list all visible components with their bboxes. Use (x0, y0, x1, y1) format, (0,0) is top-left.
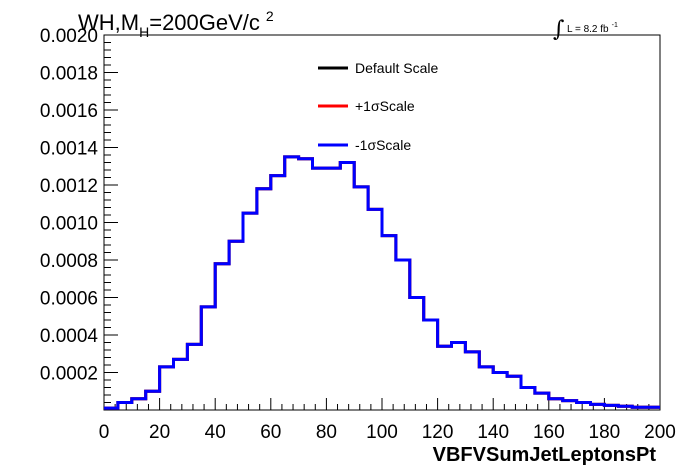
chart-title: WH,MH=200GeV/c 2 (78, 8, 274, 40)
y-tick-label: 0.0014 (40, 139, 99, 160)
legend: Default Scale +1σScale -1σScale (318, 60, 438, 153)
y-tick-label: 0.0002 (40, 364, 98, 385)
y-tick-label: 0.0006 (40, 289, 98, 310)
x-tick-label: 200 (644, 422, 676, 443)
x-axis-label: VBFVSumJetLeptonsPt (433, 444, 657, 466)
x-tick-label: 40 (205, 422, 226, 443)
y-tick-label: 0.0008 (40, 251, 98, 272)
x-tick-label: 80 (316, 422, 337, 443)
y-tick-label: 0.0004 (40, 326, 99, 347)
axis-ticks (103, 34, 661, 411)
x-tick-label: 140 (477, 422, 509, 443)
y-tick-label: 0.0020 (40, 26, 98, 47)
x-tick-label: 160 (533, 422, 565, 443)
series-line (104, 155, 660, 410)
integral-symbol: ∫ (553, 17, 565, 42)
series-line (104, 155, 660, 410)
legend-label: -1σScale (355, 137, 411, 153)
luminosity-text: L = 8.2 fb (567, 24, 609, 35)
y-tick-label: 0.0016 (40, 101, 98, 122)
series-line (104, 155, 660, 410)
x-tick-label: 100 (366, 422, 398, 443)
luminosity-superscript: -1 (612, 22, 618, 29)
legend-label: +1σScale (355, 98, 415, 114)
chart-title-main: WH,M (78, 10, 139, 35)
luminosity-label: L = 8.2 fb -1 (567, 22, 618, 35)
chart-title-subscript: H (139, 24, 149, 40)
histogram-series (104, 155, 660, 410)
x-tick-label: 0 (99, 422, 110, 443)
chart-title-superscript: 2 (266, 8, 274, 24)
x-tick-label: 20 (149, 422, 170, 443)
x-tick-labels: 0 20 40 60 80 100 120 140 160 180 200 (99, 422, 676, 443)
x-tick-label: 120 (422, 422, 454, 443)
y-tick-label: 0.0018 (40, 64, 98, 85)
y-tick-labels: 0.0002 0.0004 0.0006 0.0008 0.0010 0.0012 0.00… (40, 26, 99, 385)
x-tick-label: 180 (589, 422, 621, 443)
y-tick-label: 0.0010 (40, 214, 98, 235)
chart-title-rest: =200GeV/c (149, 10, 260, 35)
legend-label: Default Scale (355, 60, 438, 76)
y-tick-label: 0.0012 (40, 176, 98, 197)
x-tick-label: 60 (260, 422, 281, 443)
